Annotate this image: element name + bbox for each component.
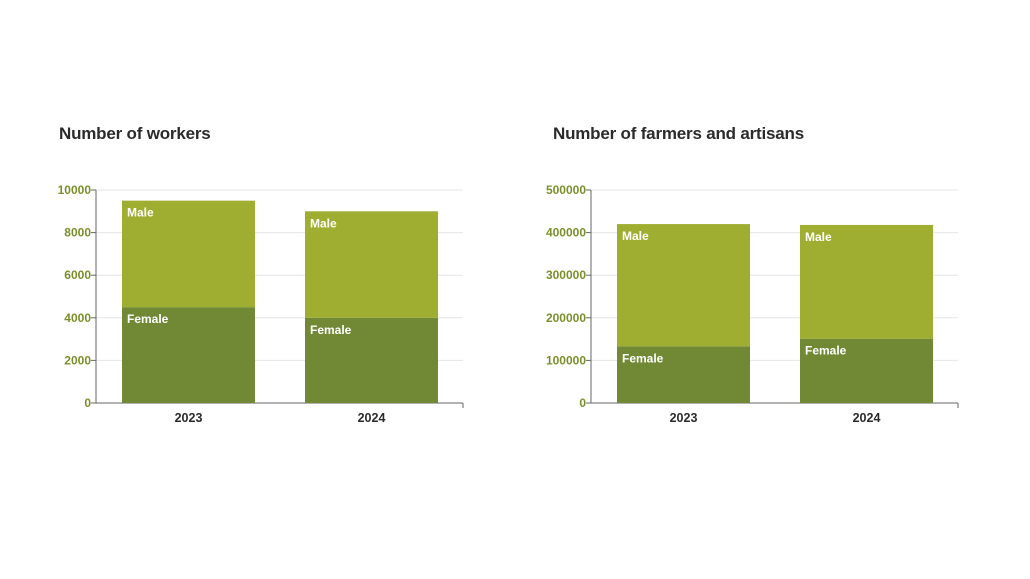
bar-male-2023	[617, 224, 750, 347]
segment-label: Male	[127, 206, 154, 220]
segment-label: Female	[310, 323, 352, 337]
bar-female-2023	[617, 346, 750, 403]
farmers-artisans-chart: Number of farmers and artisans 0 100000 20…	[495, 0, 965, 579]
segment-label: Female	[805, 344, 847, 358]
bar-male-2024	[800, 224, 933, 339]
y-tick-label: 400000	[546, 226, 586, 240]
farmers-artisans-chart-svg: 0 100000 200000 300000 400000 500000 Female Mal…	[546, 183, 959, 425]
y-tick-label: 8000	[64, 226, 91, 240]
y-tick-label: 4000	[64, 311, 91, 325]
y-tick-label: 6000	[64, 268, 91, 282]
y-tick-label: 100000	[546, 353, 586, 367]
segment-label: Male	[310, 216, 337, 230]
bar-female-2023	[122, 307, 255, 403]
y-tick-label: 10000	[58, 183, 92, 197]
chart-title: Number of farmers and artisans	[553, 124, 804, 143]
y-tick-label: 0	[579, 396, 586, 410]
y-tick-label: 300000	[546, 268, 586, 282]
workers-chart-svg: 0 2000 4000 6000 8000 10000 Female Male 2023 Fema…	[58, 183, 464, 425]
y-tick-label: 0	[84, 396, 91, 410]
segment-label: Female	[127, 312, 169, 326]
x-category-label: 2024	[853, 411, 881, 425]
segment-label: Male	[622, 229, 649, 243]
bar-male-2024	[305, 211, 438, 318]
x-category-label: 2024	[358, 411, 386, 425]
y-tick-label: 2000	[64, 353, 91, 367]
bar-female-2024	[800, 338, 933, 403]
chart-title: Number of workers	[59, 124, 211, 143]
y-tick-label: 200000	[546, 311, 586, 325]
y-tick-label: 500000	[546, 183, 586, 197]
segment-label: Female	[622, 351, 664, 365]
bar-male-2023	[122, 200, 255, 308]
workers-chart: Number of workers 0 2000 4000 6000 8000 10000…	[0, 0, 470, 579]
segment-label: Male	[805, 230, 832, 244]
bar-female-2024	[305, 317, 438, 403]
x-category-label: 2023	[175, 411, 203, 425]
x-category-label: 2023	[670, 411, 698, 425]
